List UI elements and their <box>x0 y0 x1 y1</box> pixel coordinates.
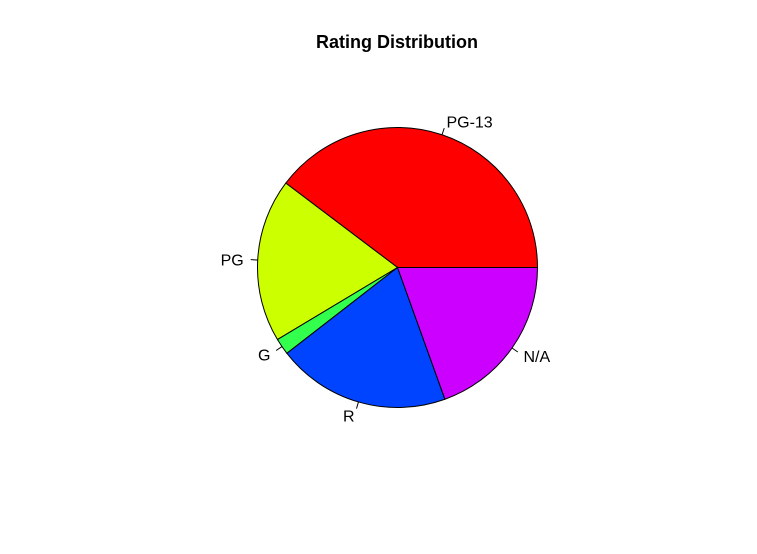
pie-slices <box>257 127 539 408</box>
pie-label: R <box>343 408 355 425</box>
pie-label: PG-13 <box>446 114 492 131</box>
pie-labels: PG-13 PG G R N/A <box>221 114 551 425</box>
chart-title: Rating Distribution <box>316 32 478 52</box>
pie-slice-n-a <box>396 267 539 400</box>
pie-label-tick <box>511 347 519 353</box>
pie-label: N/A <box>523 349 550 366</box>
pie-label: PG <box>221 252 244 269</box>
pie-slice-r <box>286 266 446 408</box>
pie-slice-pg <box>257 182 399 341</box>
pie-label: G <box>258 347 270 364</box>
pie-label-tick <box>441 127 445 135</box>
pie-label-tick <box>356 401 359 409</box>
pie-slice-pg-13 <box>285 127 539 268</box>
pie-label-tick <box>275 346 283 351</box>
